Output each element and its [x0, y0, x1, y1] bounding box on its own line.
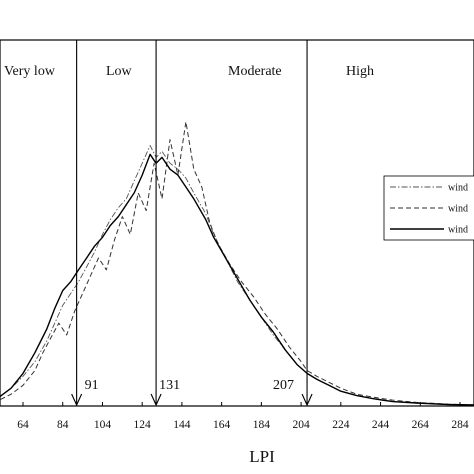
x-tick-label: 244: [372, 419, 390, 431]
threshold-arrow-207: [301, 393, 313, 407]
threshold-arrow-131: [150, 393, 162, 407]
x-axis-title: LPI: [249, 447, 275, 466]
legend-label-3: wind: [448, 225, 468, 236]
threshold-label-207: 207: [273, 378, 294, 393]
x-tick-label: 204: [292, 419, 310, 431]
series-line-3: [0, 153, 474, 406]
x-tick-label: 84: [57, 419, 69, 431]
series-line-2: [0, 121, 474, 406]
plot-frame: [0, 39, 474, 407]
x-tick-label: 144: [173, 419, 191, 431]
zone-label-moderate: Moderate: [228, 64, 282, 79]
threshold-arrow-91: [71, 393, 83, 407]
zone-label-very-low: Very low: [4, 64, 56, 79]
zone-label-high: High: [346, 64, 374, 79]
x-tick-label: 64: [17, 419, 29, 431]
x-tick-label: 184: [253, 419, 271, 431]
x-tick-label: 264: [412, 419, 430, 431]
x-tick-label: 104: [94, 419, 112, 431]
x-tick-label: 124: [134, 419, 152, 431]
x-tick-label: 284: [451, 419, 469, 431]
legend-label-1: wind: [448, 183, 468, 194]
legend-label-2: wind: [448, 204, 468, 215]
x-tick-label: 224: [332, 419, 350, 431]
threshold-label-131: 131: [159, 378, 180, 393]
zone-label-low: Low: [106, 64, 133, 79]
threshold-label-91: 91: [85, 378, 99, 393]
x-tick-label: 164: [213, 419, 231, 431]
